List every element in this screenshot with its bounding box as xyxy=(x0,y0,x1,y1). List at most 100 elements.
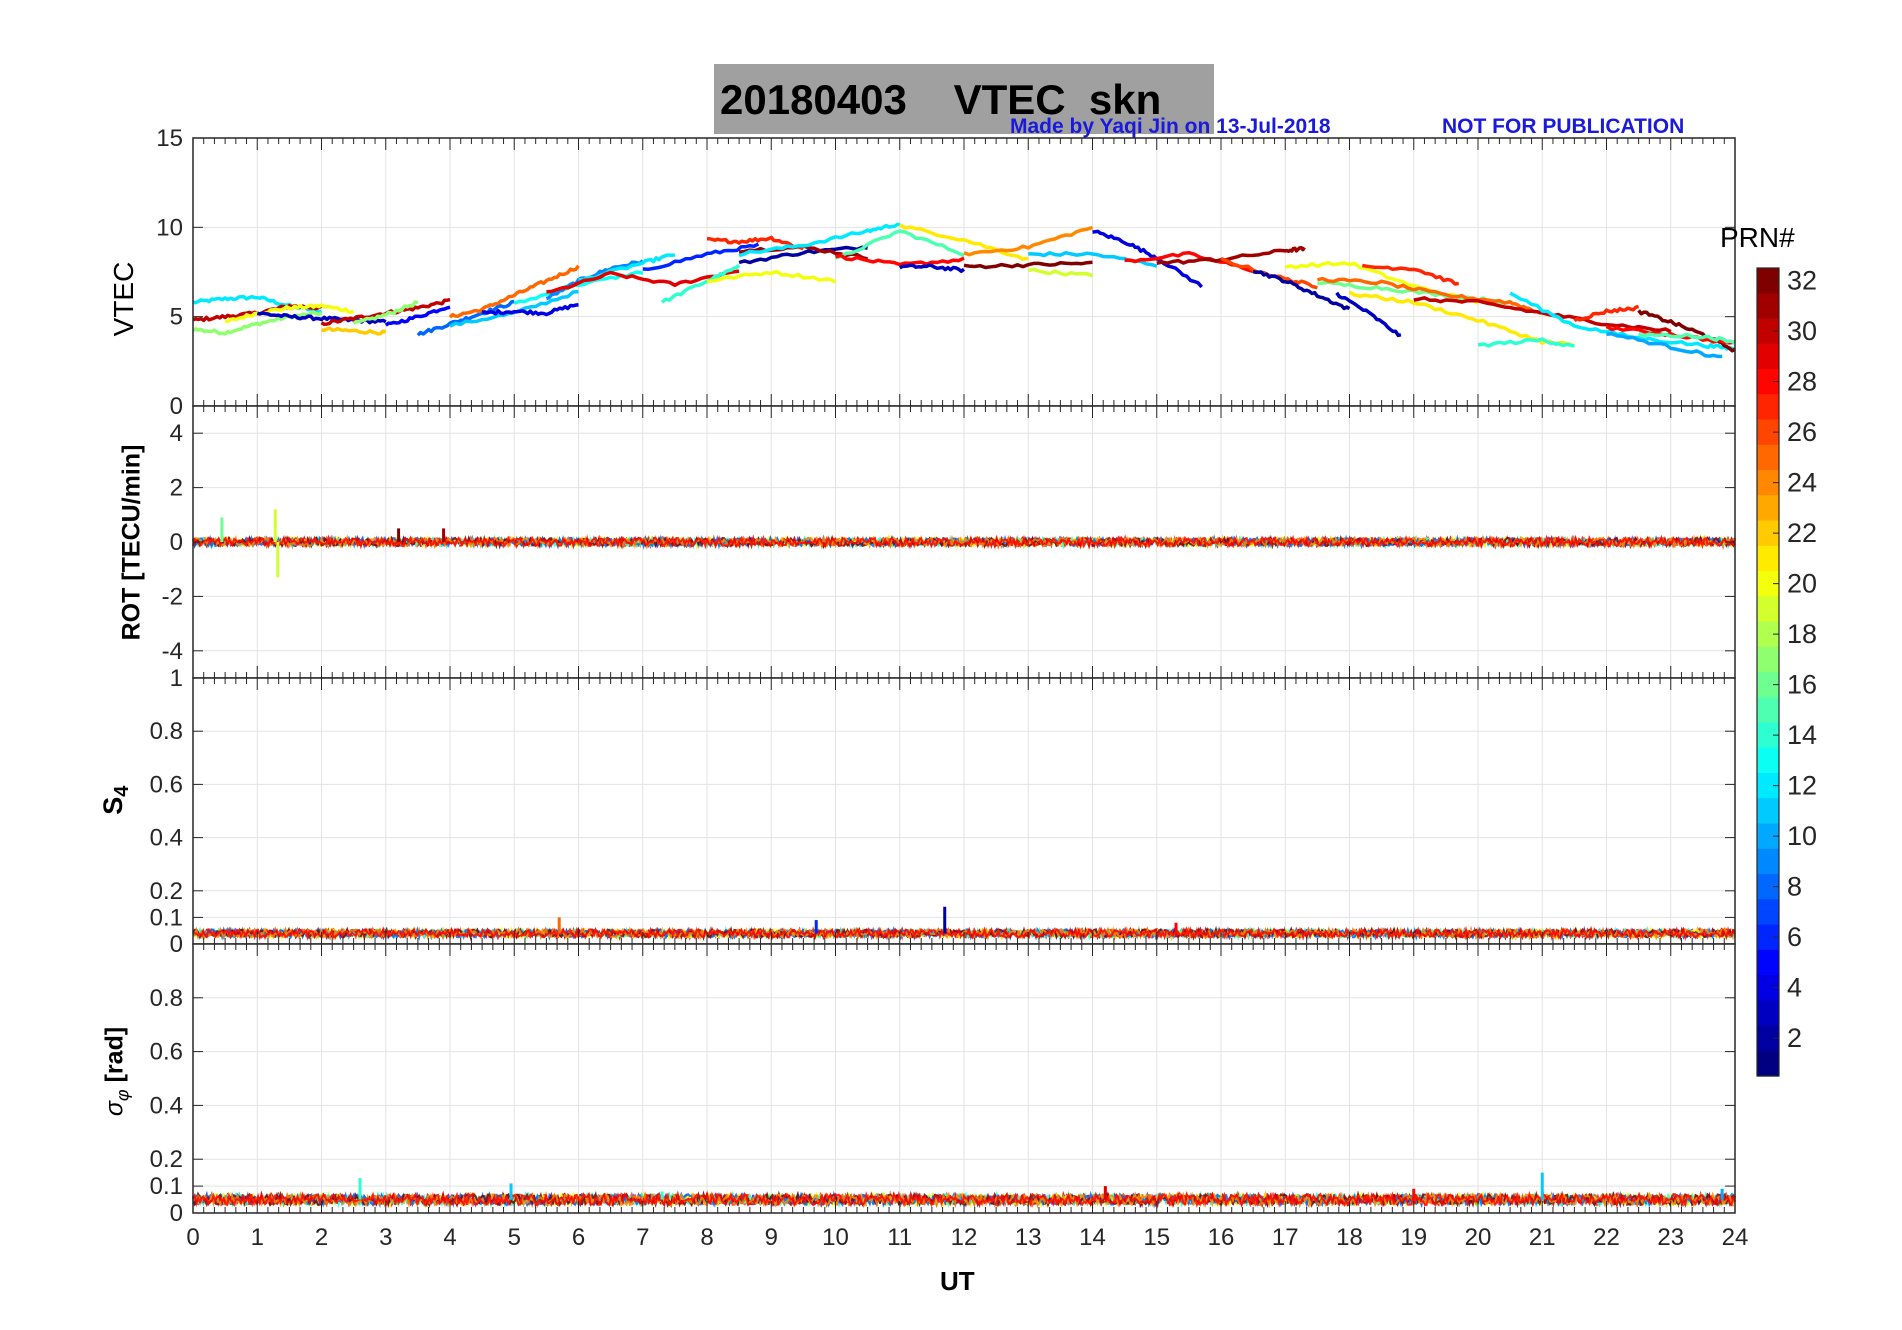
colorbar-segment xyxy=(1757,1000,1779,1027)
ROT-noise-trace-prn-28 xyxy=(192,534,1736,550)
x-tick-label: 9 xyxy=(765,1224,778,1251)
vtec-series-prn-8 xyxy=(416,299,515,337)
colorbar-segment xyxy=(1757,268,1779,294)
colorbar-tick-label: 22 xyxy=(1787,518,1817,548)
colorbar-tick-label: 12 xyxy=(1787,771,1817,801)
y-tick-label: 2 xyxy=(170,475,183,502)
colorbar-tick-label: 24 xyxy=(1787,468,1817,498)
x-tick-label: 21 xyxy=(1529,1224,1556,1251)
colorbar-tick-label: 32 xyxy=(1787,266,1817,296)
vtec-series-prn-10 xyxy=(1606,331,1723,359)
vtec-series-prn-15 xyxy=(1637,331,1736,345)
x-tick-label: 14 xyxy=(1079,1224,1106,1251)
vtec-series-prn-2 xyxy=(1252,269,1351,311)
x-tick-label: 22 xyxy=(1593,1224,1620,1251)
x-tick-label: 12 xyxy=(951,1224,978,1251)
y-tick-label: 0.2 xyxy=(150,878,183,905)
colorbar-segment xyxy=(1757,343,1779,370)
y-tick-label: 0.8 xyxy=(150,985,183,1012)
x-tick-label: 5 xyxy=(508,1224,521,1251)
vtec-series-prn-17 xyxy=(192,310,323,336)
colorbar-segment xyxy=(1757,773,1779,799)
y-tick-label: -2 xyxy=(162,583,183,610)
vtec-series-prn-14 xyxy=(1477,337,1575,348)
vtec-series-prn-4 xyxy=(481,303,579,317)
y-tick-label: 0 xyxy=(170,529,183,556)
x-tick-label: 13 xyxy=(1015,1224,1042,1251)
colorbar-title: PRN# xyxy=(1720,222,1795,253)
vtec-series-prn-27 xyxy=(1362,263,1459,286)
y-tick-label: 0.6 xyxy=(150,771,183,798)
s4-ylabel: S4 xyxy=(98,780,134,820)
x-tick-label: 20 xyxy=(1465,1224,1492,1251)
colorbar-segment xyxy=(1757,596,1779,623)
vtec-series-prn-20 xyxy=(224,303,355,324)
colorbar-segment xyxy=(1757,747,1779,774)
colorbar-segment xyxy=(1757,823,1779,850)
x-tick-label: 18 xyxy=(1336,1224,1363,1251)
ROT-noise-trace-prn-24 xyxy=(192,534,1736,550)
colorbar-tick-label: 16 xyxy=(1787,670,1817,700)
sigma_phi-noise-trace-prn-28 xyxy=(192,1190,1736,1209)
colorbar-tick-label: 20 xyxy=(1787,569,1817,599)
y-tick-label: 0.2 xyxy=(150,1146,183,1173)
y-tick-label: 0 xyxy=(170,931,183,958)
colorbar-segment xyxy=(1757,495,1779,522)
vtec-series-prn-12 xyxy=(1509,291,1736,351)
vtec-series-prn-27 xyxy=(706,235,805,251)
y-tick-label: 0.8 xyxy=(150,718,183,745)
x-tick-label: 16 xyxy=(1208,1224,1235,1251)
x-tick-label: 4 xyxy=(443,1224,456,1251)
x-tick-label: 24 xyxy=(1722,1224,1749,1251)
y-tick-label: 0.4 xyxy=(150,1092,183,1119)
colorbar-tick-label: 4 xyxy=(1787,973,1802,1003)
y-tick-label: 0 xyxy=(170,1200,183,1227)
y-tick-label: 5 xyxy=(170,304,183,331)
panel-VTEC: 0 5 10 15 xyxy=(156,125,1736,420)
colorbar-segment xyxy=(1757,571,1779,597)
colorbar-tick-label: 10 xyxy=(1787,821,1817,851)
y-tick-label: 0.4 xyxy=(150,825,183,852)
colorbar-segment xyxy=(1757,1025,1779,1052)
vtec-series-prn-25 xyxy=(448,264,580,319)
x-tick-label: 15 xyxy=(1143,1224,1170,1251)
vtec-series-prn-29 xyxy=(546,269,740,294)
title-name: VTEC skn xyxy=(953,76,1162,123)
vtec-series-prn-9 xyxy=(545,259,644,301)
vtec-series-prn-25 xyxy=(1317,276,1543,315)
x-tick-label: 17 xyxy=(1272,1224,1299,1251)
colorbar-tick-label: 6 xyxy=(1787,922,1802,952)
vtec-series-prn-3 xyxy=(898,263,966,274)
title-date: 20180403 xyxy=(720,76,907,123)
vtec-series-prn-3 xyxy=(1335,291,1402,338)
colorbar-segment xyxy=(1757,899,1779,926)
vtec-series-prn-4 xyxy=(1092,229,1204,289)
vtec-series-prn-30 xyxy=(1413,296,1672,334)
s4-ylabel-main: S xyxy=(97,796,128,815)
vtec-series-prn-2 xyxy=(738,245,868,265)
x-tick-label: 1 xyxy=(251,1224,264,1251)
x-axis-label: UT xyxy=(940,1266,975,1296)
colorbar-segment xyxy=(1757,444,1779,471)
vtec-ylabel: VTEC xyxy=(108,261,139,337)
y-tick-label: 10 xyxy=(156,214,183,241)
x-tick-label: 3 xyxy=(379,1224,392,1251)
vtec-series-prn-15 xyxy=(834,229,965,260)
x-tick-label: 2 xyxy=(315,1224,328,1251)
vtec-series-prn-27 xyxy=(1573,304,1640,323)
vtec-series-prn-20 xyxy=(706,269,837,284)
x-tick-label: 11 xyxy=(887,1224,912,1251)
not-for-publication-note: NOT FOR PUBLICATION xyxy=(1442,115,1685,138)
sigma-ylabel-main: σ xyxy=(100,1101,129,1117)
x-tick-label: 7 xyxy=(636,1224,649,1251)
s4-ylabel-sub: 4 xyxy=(111,785,134,797)
colorbar-segment xyxy=(1757,646,1779,673)
colorbar-segment xyxy=(1757,975,1779,1001)
y-tick-label: 1 xyxy=(170,665,183,692)
colorbar-segment xyxy=(1757,722,1779,749)
colorbar-frame xyxy=(1756,267,1780,1077)
panel-ROT: -4 -2 0 2 4 xyxy=(162,405,1736,679)
colorbar-tick-label: 8 xyxy=(1787,872,1802,902)
